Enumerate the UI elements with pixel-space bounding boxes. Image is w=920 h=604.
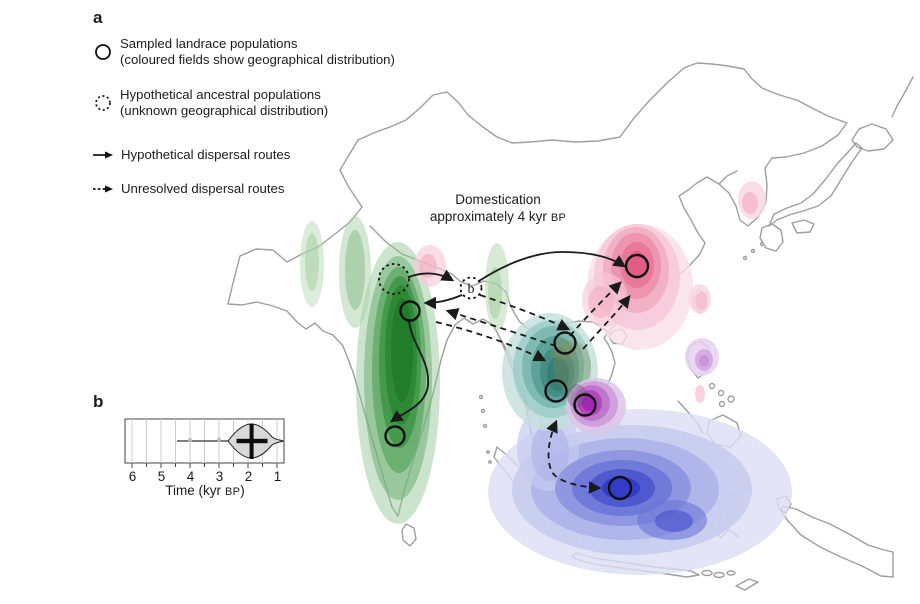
- island-southeast-asia-blue-field: [488, 405, 792, 575]
- sampled-population-marker: [553, 331, 577, 355]
- violin-outlier-dot: [217, 437, 221, 442]
- legend-line: (unknown geographical distribution): [120, 102, 329, 118]
- legend-item-hypothetical-routes: Hypothetical dispersal routes: [92, 147, 290, 163]
- tick-label: 5: [157, 469, 166, 484]
- violin-outlier-dot: [188, 438, 192, 442]
- sampled-population-marker: [624, 253, 650, 279]
- korea-pink-field: [738, 181, 766, 219]
- panel-a-label: a: [93, 8, 103, 27]
- route-ancestral-to-b: [408, 269, 455, 282]
- taiwan-pink-field: [689, 284, 711, 314]
- india-green-field: [300, 216, 509, 524]
- solid-arrow-icon: [93, 151, 113, 159]
- legend-line: Hypothetical ancestral populations: [120, 87, 321, 102]
- legend-line: (coloured fields show geographical distr…: [120, 51, 395, 67]
- population-markers: b: [378, 253, 650, 501]
- inset-x-axis-label: Time (kyr BP): [165, 483, 245, 498]
- northeast-india-pink-field: [414, 245, 446, 287]
- dashed-arrow-icon: [93, 185, 113, 193]
- route-teal-to-china-1: [569, 281, 622, 337]
- ancestral-population-marker-b: [459, 276, 483, 300]
- route-b-to-teal: [479, 294, 571, 331]
- route-b-to-china: [478, 251, 627, 282]
- ancestral-population-marker: [378, 263, 410, 295]
- legend-item-sampled-populations: Sampled landrace populations (coloured f…: [93, 36, 395, 67]
- domestication-annotation: Domestication approximately 4 kyr BP: [392, 191, 604, 227]
- circle-outline-icon: [95, 43, 111, 60]
- tick-label: 2: [244, 469, 253, 484]
- bp-small-caps: BP: [550, 212, 567, 224]
- sampled-population-marker: [607, 475, 633, 501]
- inset-axis-ticks: [131, 463, 278, 468]
- sampled-population-markers: [384, 253, 650, 501]
- sampled-population-marker: [544, 379, 568, 403]
- legend-item-unresolved-routes: Unresolved dispersal routes: [92, 181, 284, 197]
- point-estimate-cross-marker: [236, 423, 268, 459]
- panel-b-label: b: [93, 392, 104, 411]
- tick-label: 4: [186, 469, 195, 484]
- philippines-pink-field: [695, 385, 705, 403]
- legend-line: Unresolved dispersal routes: [121, 181, 285, 196]
- inset-x-tick-labels: 6 5 4 3 2 1: [118, 469, 292, 484]
- hypothetical-dispersal-routes: [389, 251, 627, 423]
- route-blue-teal-bidirectional: [546, 419, 602, 494]
- ancestral-population-markers: [378, 263, 483, 300]
- luzon-purple-field: [685, 338, 719, 376]
- sampled-population-marker: [399, 300, 421, 322]
- geographical-distribution-fields: [300, 181, 792, 575]
- domestication-annotation-line2: approximately 4 kyr BP: [429, 209, 567, 224]
- route-north-india-to-south-india: [389, 320, 429, 423]
- bp-small-caps: BP: [224, 486, 241, 498]
- inset-time-plot: [124, 418, 285, 468]
- domestication-annotation-line1: Domestication: [455, 192, 541, 207]
- legend-line: Sampled landrace populations: [120, 36, 298, 51]
- route-india-to-teal: [435, 321, 547, 362]
- unresolved-dispersal-routes: [435, 281, 631, 494]
- tick-label: 6: [128, 469, 137, 484]
- legend-item-ancestral-populations: Hypothetical ancestral populations (unkn…: [93, 87, 328, 118]
- route-teal-to-india: [445, 308, 557, 347]
- tick-label: 1: [273, 469, 282, 484]
- ancestral-marker-b-label: b: [468, 282, 475, 297]
- legend-line: Hypothetical dispersal routes: [121, 147, 291, 162]
- dispersal-routes: [389, 251, 631, 494]
- tick-label: 3: [215, 469, 224, 484]
- sampled-population-marker: [384, 425, 406, 447]
- route-b-to-india: [423, 294, 463, 310]
- dotted-circle-icon: [95, 94, 111, 111]
- route-teal-to-china-2: [582, 295, 631, 350]
- sampled-population-marker: [573, 393, 597, 417]
